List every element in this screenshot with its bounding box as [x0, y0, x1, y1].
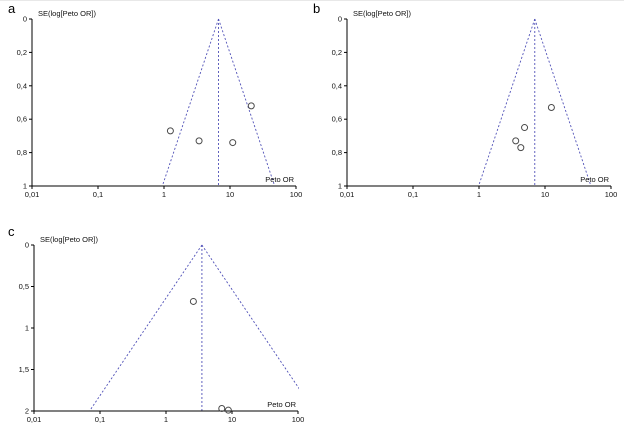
funnel-right-line [218, 18, 276, 187]
y-tick-label: 2 [25, 407, 29, 416]
y-axis-title: SE(log[Peto OR]) [353, 9, 411, 18]
data-point [189, 297, 197, 305]
funnel-right-line [534, 18, 592, 187]
x-tick-label: 10 [228, 415, 236, 424]
x-tick-label: 0,01 [340, 190, 355, 199]
y-tick-label: 0 [338, 15, 342, 24]
x-axis-label: Peto OR [265, 175, 294, 184]
y-axis-title: SE(log[Peto OR]) [38, 9, 96, 18]
y-axis-title: SE(log[Peto OR]) [40, 235, 98, 244]
x-tick-label: 100 [605, 190, 618, 199]
y-tick-label: 0,4 [332, 81, 342, 90]
x-tick-label: 1 [164, 415, 168, 424]
data-point [166, 127, 174, 135]
x-tick-label: 100 [290, 190, 303, 199]
data-point [521, 124, 529, 132]
data-point [195, 137, 203, 145]
y-tick-label: 0,5 [19, 282, 29, 291]
funnel-left-line [478, 18, 536, 187]
x-tick-label: 0,1 [95, 415, 105, 424]
data-point [517, 144, 525, 152]
y-tick-label: 1 [338, 182, 342, 191]
y-tick-label: 1 [23, 182, 27, 191]
y-tick-label: 0,6 [17, 115, 27, 124]
y-tick-label: 0 [23, 15, 27, 24]
x-axis-label: Peto OR [267, 400, 296, 409]
y-tick-label: 1 [25, 324, 29, 333]
y-tick-label: 0 [25, 241, 29, 250]
y-tick-label: 0,2 [332, 48, 342, 57]
x-tick-label: 0,1 [93, 190, 103, 199]
data-point [512, 137, 520, 145]
data-point [218, 405, 226, 413]
x-tick-label: 1 [477, 190, 481, 199]
data-point [229, 139, 237, 147]
x-tick-label: 0,01 [25, 190, 40, 199]
data-point [547, 104, 555, 112]
data-point [247, 102, 255, 110]
y-tick-label: 0,8 [17, 148, 27, 157]
x-tick-label: 10 [541, 190, 549, 199]
y-tick-label: 0,2 [17, 48, 27, 57]
x-tick-label: 10 [226, 190, 234, 199]
data-point [224, 406, 232, 414]
y-tick-label: 0,6 [332, 115, 342, 124]
panel-label-b: b [313, 1, 321, 16]
panel-label-c: c [8, 224, 15, 239]
x-tick-label: 1 [162, 190, 166, 199]
x-tick-label: 100 [292, 415, 305, 424]
x-tick-label: 0,01 [27, 415, 42, 424]
y-tick-label: 0,8 [332, 148, 342, 157]
funnel-left-line [161, 18, 219, 187]
x-tick-label: 0,1 [408, 190, 418, 199]
panel-label-a: a [8, 1, 16, 16]
x-axis-label: Peto OR [580, 175, 609, 184]
funnel-left-line [89, 244, 203, 412]
funnel-right-line [201, 244, 299, 390]
funnel-plot-c: 0 0,5 1 1,5 20,01 0,1 1 10 100 SE(log[Peto OR]) Pe… [19, 235, 305, 424]
y-tick-label: 1,5 [19, 365, 29, 374]
y-tick-label: 0,4 [17, 81, 27, 90]
